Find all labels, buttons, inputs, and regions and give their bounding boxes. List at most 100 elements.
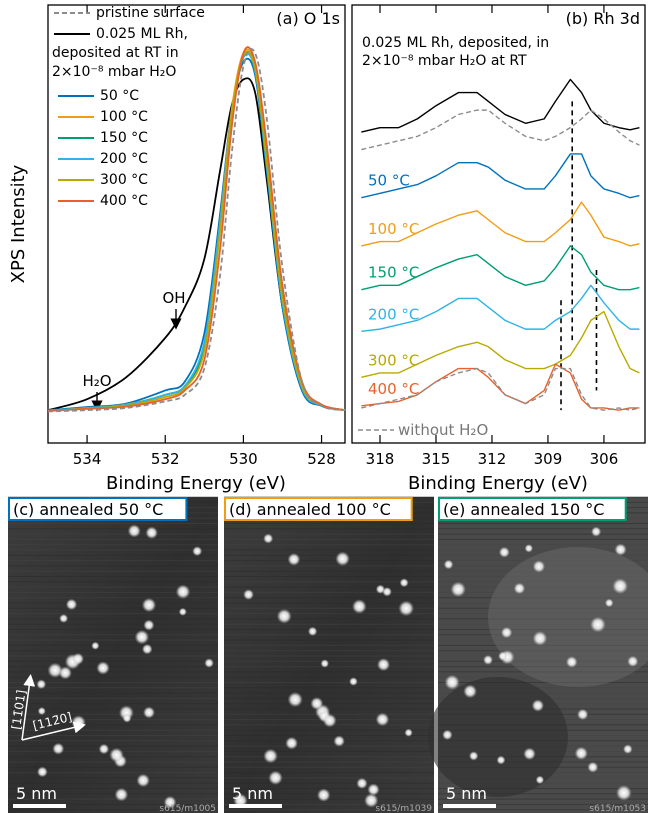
adsorbate-dot [317, 788, 331, 802]
stm-image: (d) annealed 100 °C 5 nm s615/m1039 [224, 496, 434, 813]
adsorbate-dot [349, 677, 358, 686]
adsorbate-dot [614, 543, 627, 556]
series-line [361, 310, 640, 378]
x-tick-label: 530 [229, 450, 258, 468]
adsorbate-dot [524, 544, 534, 553]
direction-arrow [21, 721, 86, 741]
image-title-box [438, 497, 627, 521]
adsorbate-dot [364, 793, 379, 808]
legend-entry: 100 °C [52, 108, 212, 127]
series-line [47, 50, 346, 412]
legend-entry: 300 °C [52, 171, 212, 190]
adsorbate-dot [382, 586, 392, 597]
adsorbate-dot [443, 559, 454, 570]
image-title-box [224, 497, 413, 521]
series-line [361, 201, 640, 247]
adsorbate-dot [483, 654, 493, 665]
x-tick-label: 315 [422, 450, 451, 468]
adsorbate-dot [114, 787, 129, 802]
adsorbate-dot [276, 608, 292, 624]
legend-label: 50 °C [100, 88, 140, 104]
adsorbate-dot [577, 708, 589, 721]
adsorbate-dot [127, 524, 141, 538]
adsorbate-dot [450, 581, 466, 598]
legend-entry: pristine surface [52, 4, 212, 23]
adsorbate-dot [469, 751, 479, 761]
series-line [47, 46, 346, 412]
adsorbate-dot [59, 613, 69, 623]
adsorbate-dot [356, 777, 368, 789]
adsorbate-dot [52, 742, 65, 755]
image-title: (d) annealed 100 °C [229, 500, 391, 519]
adsorbate-dot [72, 652, 84, 665]
legend-label: 200 °C [100, 151, 148, 167]
adsorbate-dot [287, 691, 303, 708]
file-label: s615/m1039 [375, 804, 432, 813]
adsorbate-dot [322, 713, 337, 728]
adsorbate-dot [136, 773, 150, 788]
x-tick-label: 534 [73, 450, 102, 468]
direction-arrow [21, 674, 36, 741]
adsorbate-dot [627, 655, 639, 667]
adsorbate-dot [134, 629, 150, 645]
series-label: 100 °C [368, 220, 419, 238]
adsorbate-dot [616, 785, 632, 801]
file-label: s615/m1005 [159, 804, 216, 813]
adsorbate-dot [36, 679, 47, 690]
series-line [361, 245, 640, 291]
adsorbate-dot [375, 712, 390, 727]
series-line [361, 367, 640, 411]
stm-image: (c) annealed 50 °C5 nms615/m1005[11̄01][… [8, 496, 218, 813]
series-label: 50 °C [368, 172, 410, 190]
adsorbate-dot [535, 775, 545, 785]
adsorbate-dot [109, 747, 124, 763]
adsorbate-dot [36, 766, 48, 778]
direction-label: [11̄01] [9, 689, 28, 730]
legend-entry: 400 °C [52, 192, 212, 211]
legend-entry: 0.025 ML Rh, deposited at RT in 2×10⁻⁸ m… [52, 25, 212, 82]
legend-entry: 200 °C [52, 150, 212, 169]
legend-entry: 150 °C [52, 129, 212, 148]
adsorbate-dot [532, 560, 546, 573]
adsorbate-dot [623, 744, 633, 754]
x-tick-label: 309 [534, 450, 563, 468]
stm-image: (e) annealed 150 °C 5 nm s615/m1053 [428, 496, 648, 813]
legend-sample [58, 179, 94, 181]
series-line [47, 48, 346, 413]
adsorbate-dot [263, 533, 274, 544]
series-line [361, 78, 640, 133]
legend-sample [54, 12, 90, 14]
adsorbate-dot [178, 607, 187, 616]
adsorbate-dot [122, 713, 132, 723]
series-line [361, 109, 640, 151]
legend-label: without H₂O [398, 421, 488, 439]
adsorbate-dot [98, 743, 110, 755]
legend-sample [58, 116, 94, 118]
annotation: OH [162, 289, 185, 307]
adsorbate-dot [65, 598, 78, 611]
adsorbate-dot [496, 755, 506, 765]
adsorbate-dot [498, 546, 510, 558]
annotation: H₂O [82, 372, 111, 390]
legend-sample [58, 137, 94, 139]
legend-entry: 50 °C [52, 87, 212, 106]
adsorbate-dot [565, 656, 578, 668]
adsorbate-dot [285, 736, 299, 750]
adsorbate-dot [404, 728, 413, 737]
adsorbate-dot [463, 684, 477, 699]
adsorbate-dot [96, 661, 110, 675]
image-title-box [8, 497, 188, 521]
panel-title: (a) O 1s [276, 9, 340, 28]
series-label: 300 °C [368, 351, 419, 369]
adsorbate-dot [604, 598, 614, 608]
adsorbate-dot [532, 631, 548, 646]
adsorbate-dot [574, 746, 588, 760]
series-line [361, 284, 640, 333]
x-tick-label: 528 [307, 450, 336, 468]
adsorbate-dot [335, 551, 350, 567]
adsorbate-dot [141, 643, 153, 655]
adsorbate-dot [243, 589, 254, 600]
plot-frame [47, 4, 346, 444]
x-tick-label: 306 [590, 450, 619, 468]
adsorbate-dot [591, 526, 602, 537]
